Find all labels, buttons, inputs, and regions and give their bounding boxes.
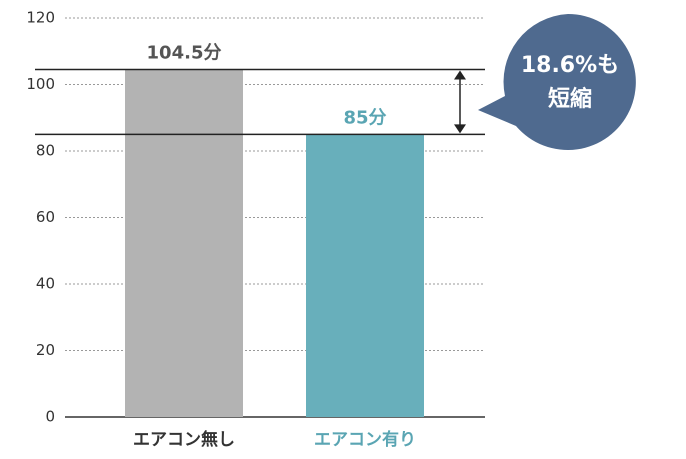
callout-bubble — [478, 14, 636, 150]
value-label: 85分 — [343, 107, 386, 128]
y-tick-label: 40 — [36, 275, 55, 293]
arrow-head — [454, 124, 466, 134]
y-tick-label: 20 — [36, 341, 55, 359]
arrow-head — [454, 70, 466, 80]
callout-line: 18.6%も — [521, 53, 619, 78]
bar — [306, 134, 424, 417]
bar — [125, 69, 243, 417]
y-tick-label: 120 — [26, 9, 55, 27]
x-tick-label: エアコン無し — [133, 429, 235, 450]
value-label: 104.5分 — [147, 43, 222, 64]
x-tick-label: エアコン有り — [314, 429, 416, 450]
y-tick-label: 80 — [36, 142, 55, 160]
y-tick-label: 60 — [36, 208, 55, 226]
y-tick-label: 100 — [26, 75, 55, 93]
callout-line: 短縮 — [548, 86, 592, 112]
y-tick-label: 0 — [45, 408, 55, 426]
